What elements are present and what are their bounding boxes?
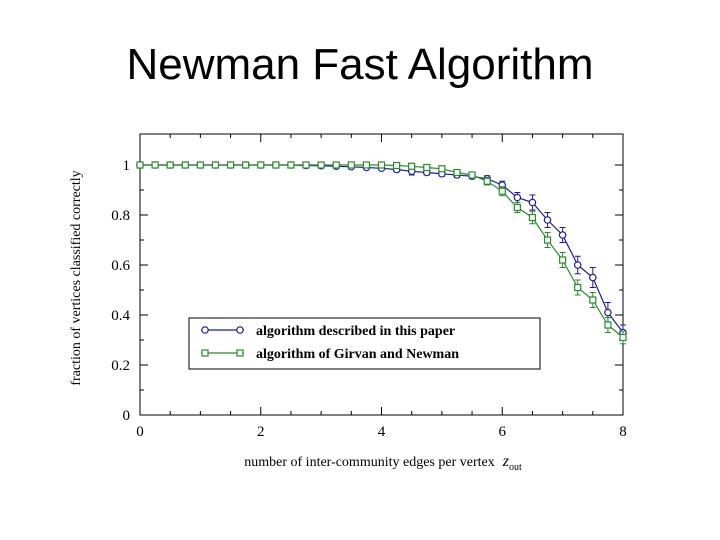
legend-label: algorithm of Girvan and Newman bbox=[256, 347, 459, 362]
legend-item-1: algorithm described in this paper bbox=[201, 324, 455, 339]
legend-item-2: algorithm of Girvan and Newman bbox=[201, 347, 459, 362]
x-tick-label: 8 bbox=[619, 424, 627, 440]
series-line bbox=[140, 164, 624, 338]
legend-label: algorithm described in this paper bbox=[256, 324, 455, 339]
data-point bbox=[196, 161, 204, 169]
data-point bbox=[528, 198, 537, 207]
data-point bbox=[513, 193, 522, 202]
data-point bbox=[558, 231, 567, 239]
y-axis-label: fraction of vertices classified correctl… bbox=[69, 170, 84, 385]
data-point bbox=[573, 261, 582, 269]
data-point bbox=[201, 349, 209, 357]
data-point bbox=[332, 161, 340, 169]
plot-frame bbox=[139, 133, 624, 416]
x-axis-label-text: number of inter-community edges per vert… bbox=[244, 455, 494, 470]
tick-labels: 0 2 4 6 8 0 0.2 0.4 0.6 0.8 1 bbox=[111, 158, 627, 440]
x-tick-label: 0 bbox=[136, 424, 144, 440]
data-point bbox=[242, 161, 250, 169]
data-point bbox=[136, 161, 144, 169]
data-point bbox=[166, 161, 174, 169]
data-point bbox=[528, 213, 537, 222]
data-point bbox=[543, 216, 552, 224]
series-2 bbox=[136, 161, 627, 345]
x-tick-label: 2 bbox=[257, 424, 265, 440]
legend: algorithm described in this paper algorit… bbox=[188, 317, 541, 370]
data-point bbox=[513, 203, 521, 212]
data-point bbox=[151, 161, 159, 169]
y-tick-label: 0 bbox=[123, 408, 131, 424]
data-point bbox=[468, 171, 476, 179]
data-point bbox=[347, 161, 355, 169]
data-point bbox=[453, 168, 461, 177]
x-axis-label-subscript: out bbox=[509, 462, 522, 473]
data-point bbox=[236, 349, 244, 357]
data-point bbox=[574, 283, 582, 292]
data-point bbox=[408, 162, 416, 170]
data-point bbox=[226, 161, 235, 169]
data-point bbox=[604, 308, 612, 317]
series-line bbox=[140, 164, 624, 333]
data-point bbox=[423, 163, 431, 172]
data-point bbox=[619, 333, 627, 342]
data-point bbox=[362, 161, 371, 169]
x-axis-label: number of inter-community edges per vert… bbox=[244, 453, 522, 473]
data-point bbox=[392, 161, 401, 170]
data-point bbox=[211, 161, 220, 169]
data-point bbox=[498, 187, 506, 195]
y-tick-label: 1 bbox=[123, 158, 131, 174]
data-point bbox=[201, 326, 209, 334]
y-tick-label: 0.2 bbox=[111, 358, 130, 374]
data-point bbox=[589, 296, 597, 304]
data-point bbox=[302, 161, 310, 169]
data-point bbox=[317, 161, 325, 169]
data-point bbox=[377, 161, 386, 169]
y-tick-label: 0.8 bbox=[111, 208, 130, 224]
x-axis-label-symbol: z bbox=[502, 453, 510, 470]
series-1 bbox=[136, 161, 627, 341]
legend-box bbox=[188, 317, 541, 370]
y-tick-label: 0.6 bbox=[111, 258, 130, 274]
data-point bbox=[236, 326, 244, 334]
data-point bbox=[287, 161, 295, 169]
data-point bbox=[181, 161, 189, 169]
axis-ticks bbox=[139, 134, 624, 416]
data-point bbox=[543, 236, 552, 244]
x-tick-label: 6 bbox=[499, 424, 507, 440]
series-layer bbox=[136, 161, 627, 345]
data-point bbox=[589, 273, 597, 282]
data-point bbox=[483, 177, 491, 185]
data-point bbox=[604, 321, 612, 329]
slide-title: Newman Fast Algorithm bbox=[126, 40, 594, 89]
data-point bbox=[559, 256, 567, 264]
data-point bbox=[272, 161, 280, 169]
data-point bbox=[438, 165, 446, 173]
y-tick-label: 0.4 bbox=[111, 308, 130, 324]
x-tick-label: 4 bbox=[378, 424, 386, 440]
data-point bbox=[257, 161, 265, 169]
